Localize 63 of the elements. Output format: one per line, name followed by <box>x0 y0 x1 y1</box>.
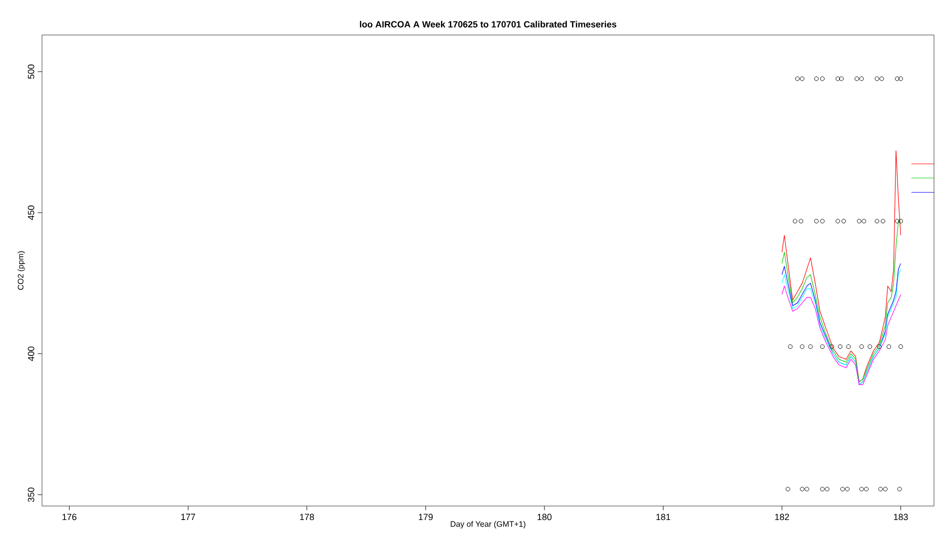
point <box>864 486 869 492</box>
line-series <box>782 150 902 382</box>
point <box>800 76 804 81</box>
point <box>792 218 798 224</box>
x-tick-label: 181 <box>656 514 670 520</box>
point <box>859 486 864 492</box>
chart-title: loo AIRCOA A Week 170625 to 170701 Calibrated Timeseries <box>360 20 616 28</box>
point <box>877 344 882 349</box>
y-tick-label: 450 <box>28 206 34 220</box>
point <box>800 486 804 492</box>
point <box>836 76 840 81</box>
point <box>841 218 846 224</box>
x-tick-label: 177 <box>181 514 196 520</box>
x-tick-label: 180 <box>538 514 552 520</box>
point <box>795 76 800 81</box>
point <box>800 344 804 349</box>
x-tick-label: 182 <box>775 514 789 520</box>
point <box>859 344 864 349</box>
point <box>862 218 866 224</box>
point <box>820 344 825 349</box>
point <box>830 344 834 349</box>
point <box>898 344 903 349</box>
point <box>798 218 804 224</box>
point <box>880 218 886 224</box>
point <box>838 344 842 349</box>
point <box>894 218 900 224</box>
point <box>836 218 840 224</box>
point <box>854 76 860 81</box>
y-tick-label: 400 <box>28 346 34 361</box>
point <box>874 218 880 224</box>
point <box>839 76 844 81</box>
x-tick-label: 176 <box>62 514 76 520</box>
point <box>820 218 825 224</box>
x-tick-label: 179 <box>418 514 433 520</box>
x-tick-label: 178 <box>300 514 314 520</box>
point <box>878 486 883 492</box>
point <box>820 76 825 81</box>
point <box>786 486 790 492</box>
point <box>820 486 825 492</box>
point <box>808 344 813 349</box>
point <box>814 76 819 81</box>
y-tick-label: 350 <box>28 488 34 502</box>
point <box>886 344 892 349</box>
point <box>894 76 900 81</box>
point <box>845 486 850 492</box>
point <box>883 486 888 492</box>
point <box>846 344 851 349</box>
x-tick-label: 183 <box>894 514 908 520</box>
point <box>898 218 903 224</box>
point <box>804 486 810 492</box>
point <box>859 76 864 81</box>
point <box>868 344 872 349</box>
point <box>788 344 793 349</box>
point <box>874 76 880 81</box>
line-series <box>782 220 902 382</box>
point <box>897 486 902 492</box>
point <box>856 218 862 224</box>
y-tick-label: 500 <box>28 64 34 79</box>
point <box>880 76 884 81</box>
point <box>814 218 819 224</box>
point <box>840 486 845 492</box>
point <box>898 76 903 81</box>
point <box>824 486 830 492</box>
